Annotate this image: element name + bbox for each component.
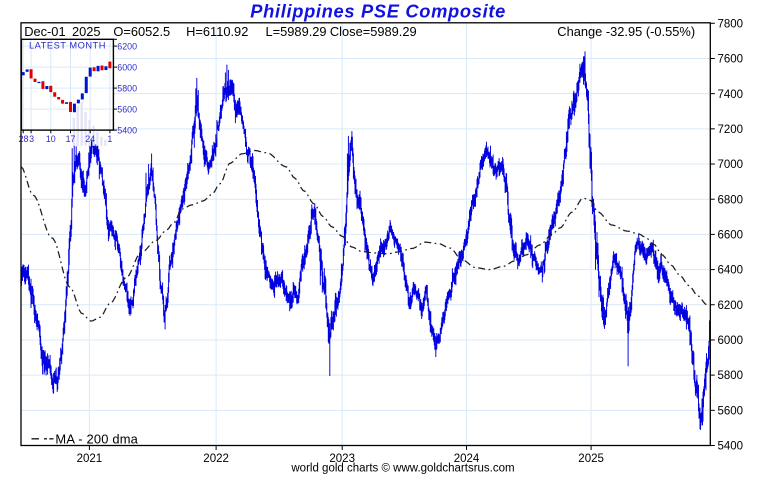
- svg-text:5800: 5800: [117, 84, 137, 94]
- svg-text:2021: 2021: [77, 453, 103, 465]
- svg-text:7000: 7000: [718, 159, 744, 171]
- svg-text:Change -32.95 (-0.55%): Change -32.95 (-0.55%): [557, 24, 695, 39]
- svg-text:7800: 7800: [718, 18, 744, 30]
- svg-text:5800: 5800: [718, 370, 744, 382]
- svg-text:28: 28: [19, 134, 29, 144]
- svg-text:5600: 5600: [718, 405, 744, 417]
- svg-text:17: 17: [66, 134, 76, 144]
- svg-text:5600: 5600: [117, 105, 137, 115]
- svg-text:6000: 6000: [718, 335, 744, 347]
- svg-text:2023: 2023: [329, 453, 355, 465]
- svg-text:24: 24: [85, 134, 95, 144]
- svg-text:2024: 2024: [454, 453, 480, 465]
- svg-text:5400: 5400: [117, 126, 137, 136]
- svg-text:6600: 6600: [718, 230, 744, 242]
- svg-text:Philippines PSE Composite: Philippines PSE Composite: [250, 1, 506, 22]
- svg-text:5400: 5400: [718, 441, 744, 453]
- svg-text:7400: 7400: [718, 89, 744, 101]
- svg-text:6200: 6200: [117, 42, 137, 52]
- svg-text:LATEST MONTH: LATEST MONTH: [29, 41, 106, 51]
- svg-text:2022: 2022: [203, 453, 229, 465]
- svg-text:3: 3: [29, 134, 34, 144]
- svg-text:6400: 6400: [718, 265, 744, 277]
- svg-text:H=6110.92: H=6110.92: [186, 24, 248, 39]
- svg-text:MA - 200 dma: MA - 200 dma: [55, 431, 138, 446]
- svg-text:world gold charts © www.goldch: world gold charts © www.goldchartsrus.co…: [290, 463, 514, 475]
- svg-text:2025: 2025: [578, 453, 604, 465]
- svg-text:O=6052.5: O=6052.5: [113, 24, 170, 39]
- svg-text:Dec-01: Dec-01: [24, 24, 65, 39]
- svg-text:6800: 6800: [718, 194, 744, 206]
- svg-text:2025: 2025: [72, 24, 101, 39]
- svg-text:Close=5989.29: Close=5989.29: [330, 24, 417, 39]
- svg-text:L=5989.29: L=5989.29: [266, 24, 327, 39]
- svg-text:6000: 6000: [117, 63, 137, 73]
- svg-text:7200: 7200: [718, 124, 744, 136]
- svg-text:7600: 7600: [718, 54, 744, 66]
- svg-text:6200: 6200: [718, 300, 744, 312]
- svg-text:10: 10: [46, 134, 56, 144]
- svg-text:1: 1: [107, 134, 112, 144]
